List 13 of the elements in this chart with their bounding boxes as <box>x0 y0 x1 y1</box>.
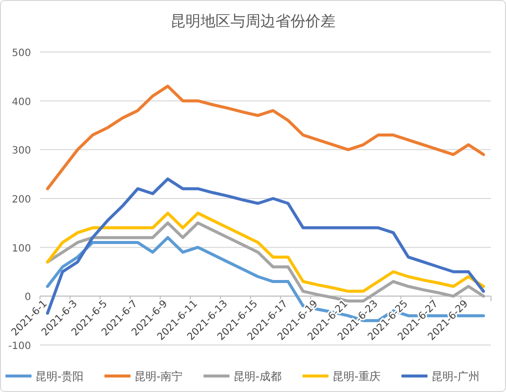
y-tick-label: 100 <box>12 243 31 254</box>
y-tick-label: 200 <box>12 194 31 206</box>
y-tick-label: -100 <box>8 341 31 352</box>
chart-title: 昆明地区与周边省份价差 <box>170 12 336 30</box>
legend-label: 昆明-重庆 <box>332 370 380 383</box>
legend-label: 昆明-贵阳 <box>36 370 84 383</box>
legend-label: 昆明-广州 <box>432 370 480 383</box>
y-tick-label: 300 <box>12 146 31 157</box>
y-tick-label: 400 <box>12 96 31 108</box>
y-tick-label: 500 <box>12 48 31 59</box>
legend-label: 昆明-成都 <box>234 370 282 383</box>
legend-label: 昆明-南宁 <box>134 370 182 383</box>
y-tick-label: 0 <box>24 292 31 304</box>
